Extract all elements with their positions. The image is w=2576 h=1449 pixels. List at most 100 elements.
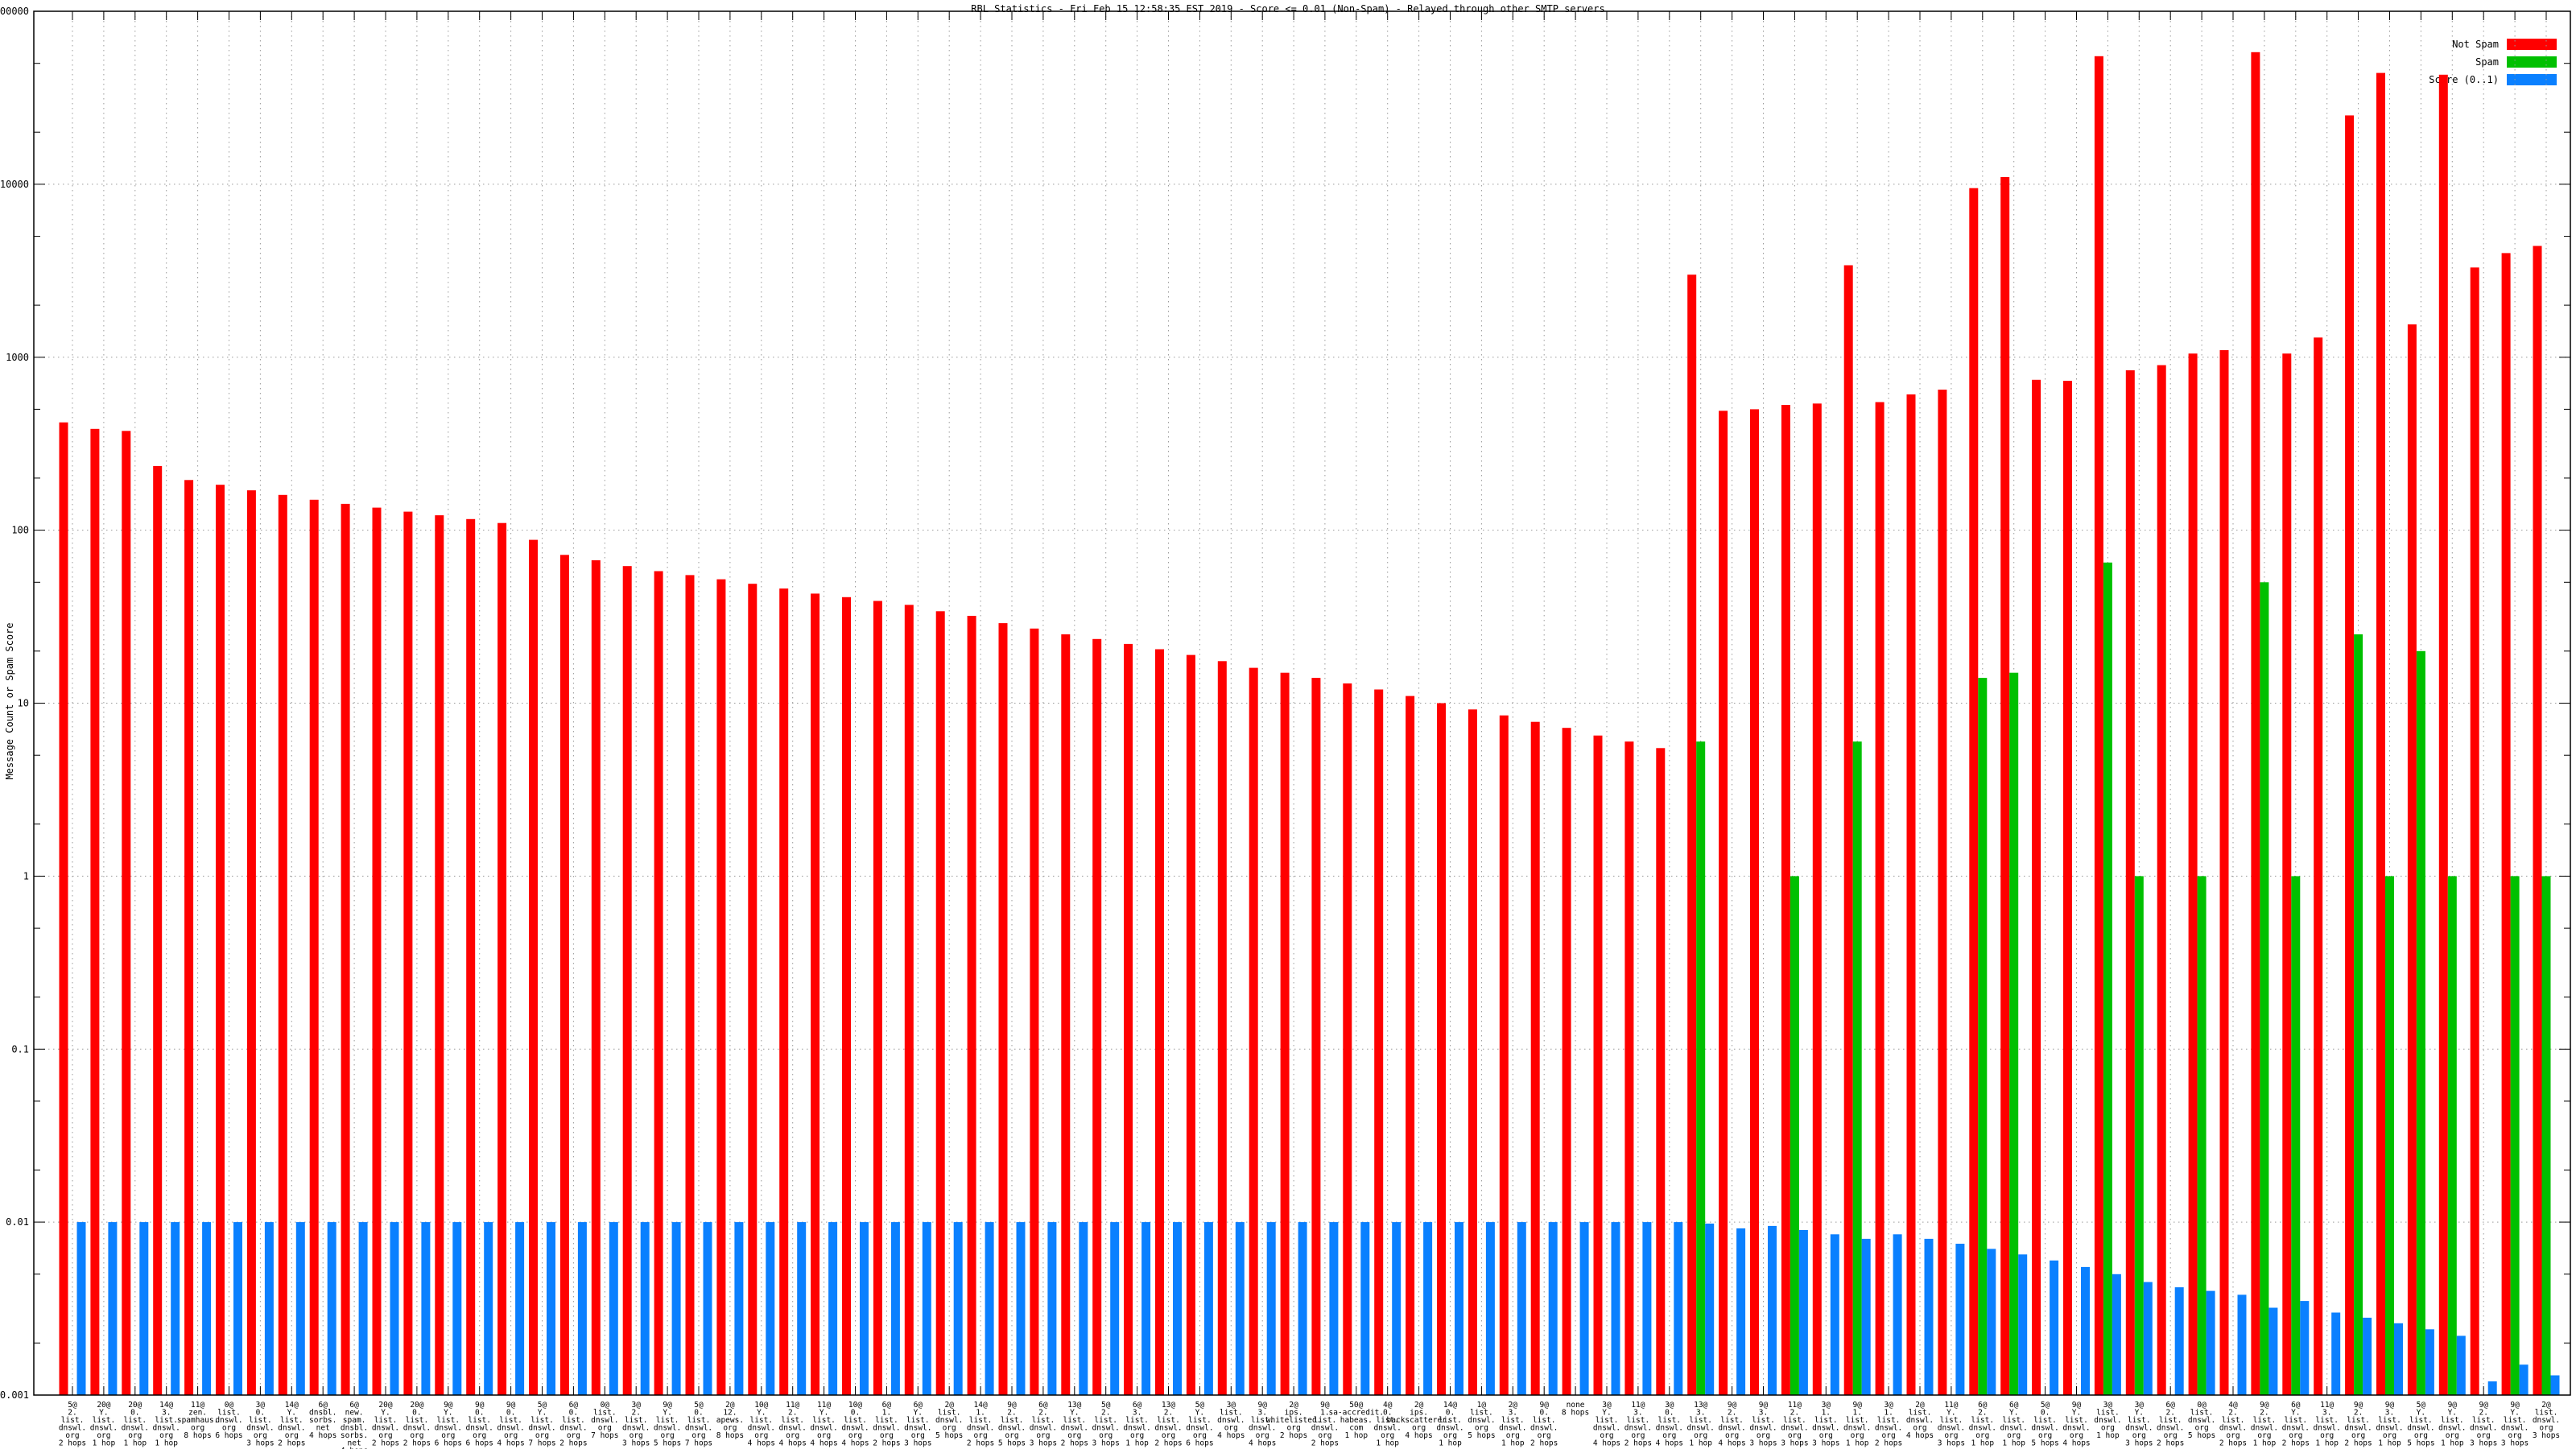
bar-not-spam — [1311, 678, 1321, 1395]
svg-text:org: org — [2383, 1431, 2396, 1440]
bar-score — [640, 1222, 650, 1395]
bar-not-spam — [998, 623, 1008, 1395]
svg-text:dnswl.: dnswl. — [1749, 1424, 1777, 1433]
svg-text:3@: 3@ — [2135, 1401, 2145, 1410]
svg-text:org: org — [2508, 1431, 2522, 1440]
svg-text:9@: 9@ — [475, 1401, 485, 1410]
svg-text:Y.: Y. — [2510, 1409, 2519, 1418]
svg-text:org: org — [880, 1431, 894, 1440]
svg-text:2.: 2. — [1790, 1409, 1799, 1418]
svg-text:5@: 5@ — [1101, 1401, 1111, 1410]
bar-score — [2487, 1381, 2497, 1395]
svg-text:4 hops: 4 hops — [2062, 1439, 2090, 1448]
svg-text:8 hops: 8 hops — [1562, 1409, 1589, 1418]
bar-score — [1517, 1222, 1526, 1395]
svg-text:5@: 5@ — [2041, 1401, 2050, 1410]
bar-not-spam — [1593, 735, 1603, 1395]
svg-text:org: org — [974, 1431, 988, 1440]
svg-text:dnswl.: dnswl. — [1311, 1424, 1339, 1433]
svg-text:org: org — [254, 1431, 267, 1440]
svg-text:org: org — [441, 1431, 455, 1440]
svg-text:list.: list. — [2190, 1409, 2214, 1418]
svg-text:dnswl.: dnswl. — [591, 1416, 618, 1425]
svg-text:Y.: Y. — [381, 1409, 390, 1418]
bar-not-spam — [1437, 703, 1446, 1395]
bar-score — [547, 1222, 555, 1395]
svg-text:net: net — [348, 1439, 361, 1448]
y-tick-label: 10000 — [0, 179, 29, 190]
bar-score — [703, 1222, 712, 1395]
svg-text:2@: 2@ — [1414, 1401, 1424, 1410]
bar-score — [1705, 1224, 1715, 1395]
svg-text:org: org — [1538, 1431, 1551, 1440]
bar-not-spam — [2345, 115, 2355, 1395]
svg-text:list.: list. — [93, 1416, 116, 1425]
svg-text:org: org — [1381, 1431, 1394, 1440]
bar-score — [76, 1222, 86, 1395]
svg-text:9@: 9@ — [1728, 1401, 1737, 1410]
svg-text:0.: 0. — [1383, 1409, 1392, 1418]
svg-text:dnswl.: dnswl. — [1812, 1424, 1839, 1433]
svg-text:list.: list. — [1376, 1416, 1399, 1425]
bar-score — [327, 1222, 336, 1395]
bar-score — [577, 1222, 587, 1395]
svg-text:2@: 2@ — [1289, 1401, 1298, 1410]
svg-text:7 hops: 7 hops — [685, 1439, 712, 1448]
svg-text:9@: 9@ — [663, 1401, 672, 1410]
svg-text:2 hops: 2 hops — [1154, 1439, 1182, 1448]
legend-row-spam: Spam — [2429, 53, 2557, 71]
svg-text:list.: list. — [280, 1416, 303, 1425]
svg-text:9@: 9@ — [1539, 1401, 1549, 1410]
svg-text:list.: list. — [1125, 1416, 1149, 1425]
svg-text:dnswl.: dnswl. — [2094, 1416, 2121, 1425]
svg-text:list.: list. — [1501, 1416, 1525, 1425]
svg-text:list.: list. — [1720, 1416, 1744, 1425]
svg-text:org: org — [285, 1431, 299, 1440]
bar-score — [1987, 1249, 1996, 1395]
bar-score — [452, 1222, 462, 1395]
bar-not-spam — [2407, 324, 2417, 1395]
svg-text:dnswl.: dnswl. — [1217, 1416, 1245, 1425]
svg-text:2.: 2. — [2228, 1409, 2237, 1418]
bar-not-spam — [559, 555, 569, 1395]
bar-spam — [2510, 876, 2520, 1395]
svg-text:11@: 11@ — [786, 1401, 799, 1410]
svg-text:org: org — [2195, 1424, 2209, 1433]
svg-text:9@: 9@ — [2448, 1401, 2458, 1410]
svg-text:dnswl.: dnswl. — [559, 1424, 587, 1433]
bar-not-spam — [2063, 381, 2072, 1396]
svg-text:2 hops: 2 hops — [873, 1439, 900, 1448]
svg-text:4 hops: 4 hops — [1718, 1439, 1745, 1448]
svg-text:dnswl.: dnswl. — [1875, 1424, 1902, 1433]
bar-not-spam — [2438, 74, 2448, 1395]
svg-text:6@: 6@ — [1038, 1401, 1048, 1410]
svg-text:org: org — [2038, 1431, 2052, 1440]
svg-text:3@: 3@ — [1884, 1401, 1893, 1410]
svg-text:list.: list. — [2222, 1416, 2245, 1425]
svg-text:1 hop: 1 hop — [1846, 1439, 1869, 1448]
bar-score — [2550, 1375, 2560, 1395]
bar-score — [1674, 1222, 1683, 1395]
svg-text:list.: list. — [2128, 1416, 2151, 1425]
svg-text:org: org — [630, 1431, 643, 1440]
svg-text:2.: 2. — [1038, 1409, 1047, 1418]
svg-text:1 hop: 1 hop — [2096, 1431, 2120, 1440]
svg-text:4@: 4@ — [1383, 1401, 1393, 1410]
svg-text:3 hops: 3 hops — [2125, 1439, 2153, 1448]
bar-not-spam — [591, 560, 601, 1395]
svg-text:dnswl.: dnswl. — [2000, 1424, 2028, 1433]
svg-text:list.: list. — [2284, 1416, 2307, 1425]
svg-text:dnswl.: dnswl. — [2470, 1424, 2497, 1433]
svg-text:dnsbl.: dnsbl. — [341, 1424, 368, 1433]
